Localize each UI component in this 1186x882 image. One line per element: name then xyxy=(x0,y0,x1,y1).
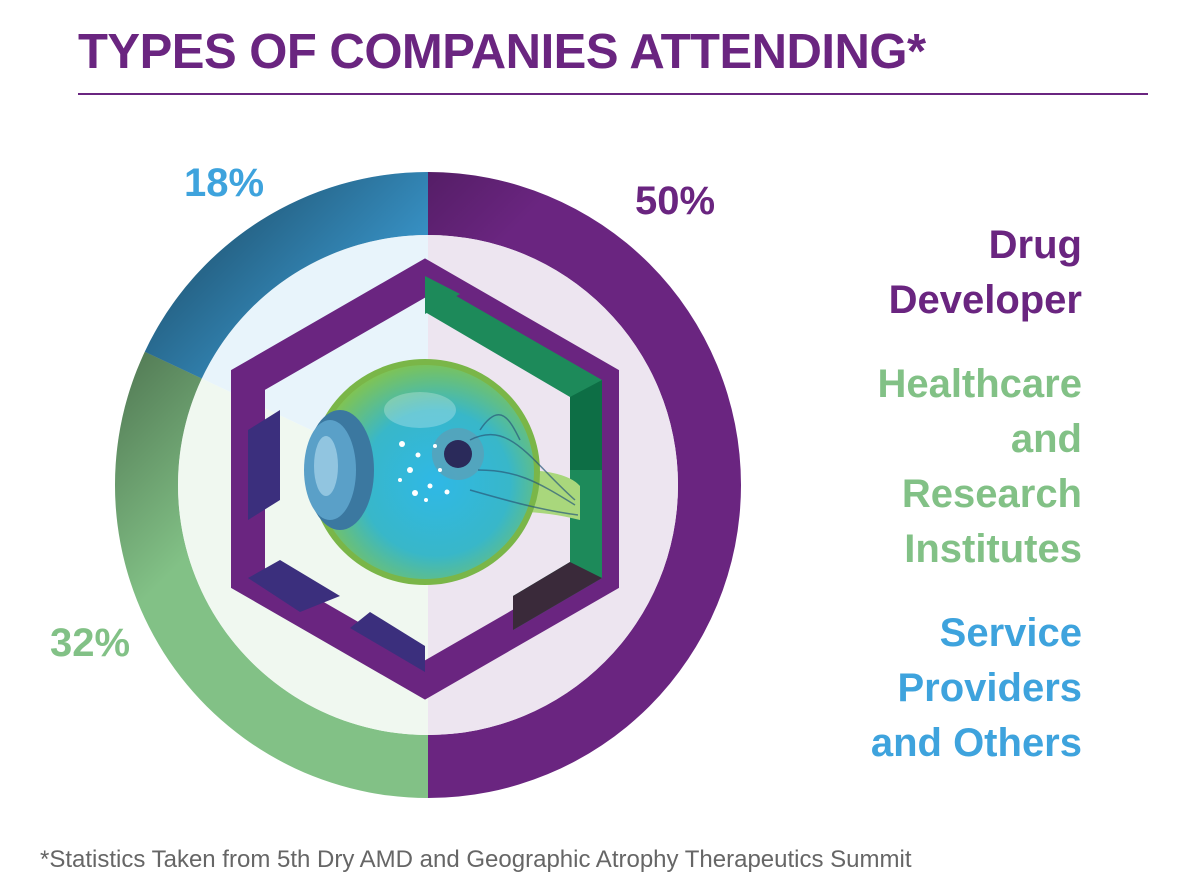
value-labels: 50% 32% 18% xyxy=(50,161,715,665)
legend-text: Developer xyxy=(888,278,1082,322)
legend: Drug Developer Healthcare and Research I… xyxy=(871,218,1082,800)
value-label: 32% xyxy=(50,621,130,665)
legend-text: Service xyxy=(939,611,1082,655)
legend-item-healthcare: Healthcare and Research Institutes xyxy=(871,357,1082,577)
legend-item-service-providers: Service Providers and Others xyxy=(871,606,1082,771)
legend-item-drug-developer: Drug Developer xyxy=(871,218,1082,328)
legend-text: Research xyxy=(901,472,1082,516)
legend-text: Providers xyxy=(897,666,1082,710)
legend-text: Healthcare xyxy=(877,362,1082,406)
value-label: 18% xyxy=(184,161,264,205)
legend-text: Institutes xyxy=(904,527,1082,571)
page-title: TYPES OF COMPANIES ATTENDING* xyxy=(78,25,926,79)
legend-text: and Others xyxy=(870,721,1082,765)
eye-icon xyxy=(304,359,580,585)
rim-shading xyxy=(115,172,741,798)
value-label: 50% xyxy=(635,179,715,223)
eye-in-hexagon-icon xyxy=(231,258,619,700)
legend-text: Drug xyxy=(988,223,1082,267)
footnote: *Statistics Taken from 5th Dry AMD and G… xyxy=(40,846,912,873)
title-divider xyxy=(78,93,1148,95)
legend-text: and xyxy=(1010,417,1082,461)
